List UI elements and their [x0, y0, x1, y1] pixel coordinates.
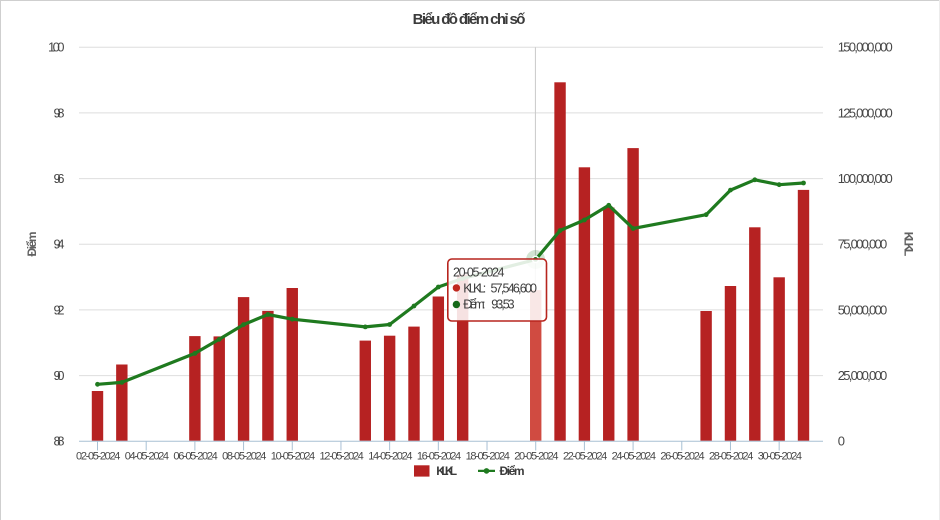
svg-text:94: 94 [54, 237, 65, 252]
svg-text:30-05-2024: 30-05-2024 [758, 451, 802, 463]
svg-text:22-05-2024: 22-05-2024 [563, 451, 607, 463]
svg-text:90: 90 [54, 368, 65, 383]
svg-text:20-05-2024: 20-05-2024 [514, 451, 558, 463]
svg-text:06-05-2024: 06-05-2024 [173, 451, 217, 463]
svg-text:25,000,000: 25,000,000 [838, 368, 888, 383]
svg-text:93,53: 93,53 [491, 298, 514, 312]
svg-text:125,000,000: 125,000,000 [838, 105, 893, 120]
svg-text:KLKL: KLKL [902, 232, 916, 257]
svg-text:Điểm:: Điểm: [463, 298, 485, 312]
svg-text:KLKL:: KLKL: [463, 282, 486, 296]
svg-text:14-05-2024: 14-05-2024 [368, 451, 412, 463]
svg-text:02-05-2024: 02-05-2024 [76, 451, 120, 463]
svg-text:18-05-2024: 18-05-2024 [466, 451, 510, 463]
svg-text:92: 92 [54, 302, 65, 317]
svg-text:26-05-2024: 26-05-2024 [660, 451, 704, 463]
svg-text:Biểu đồ điểm chỉ số: Biểu đồ điểm chỉ số [413, 11, 526, 28]
svg-text:10-05-2024: 10-05-2024 [271, 451, 315, 463]
svg-text:28-05-2024: 28-05-2024 [709, 451, 753, 463]
svg-text:04-05-2024: 04-05-2024 [125, 451, 169, 463]
svg-text:75,000,000: 75,000,000 [838, 237, 888, 252]
svg-text:57,546,600: 57,546,600 [491, 282, 538, 296]
svg-text:12-05-2024: 12-05-2024 [320, 451, 364, 463]
svg-text:88: 88 [54, 434, 65, 449]
svg-text:16-05-2024: 16-05-2024 [417, 451, 461, 463]
svg-text:50,000,000: 50,000,000 [838, 302, 888, 317]
svg-text:KLKL: KLKL [436, 464, 457, 478]
svg-text:Điểm: Điểm [25, 232, 39, 257]
svg-text:24-05-2024: 24-05-2024 [612, 451, 656, 463]
svg-text:0: 0 [838, 434, 845, 449]
svg-text:Điểm: Điểm [500, 464, 525, 478]
svg-text:150,000,000: 150,000,000 [838, 40, 893, 55]
svg-text:100,000,000: 100,000,000 [838, 171, 893, 186]
svg-text:08-05-2024: 08-05-2024 [222, 451, 266, 463]
svg-text:98: 98 [54, 105, 65, 120]
svg-text:96: 96 [54, 171, 65, 186]
svg-text:100: 100 [48, 40, 65, 55]
svg-text:20-05-2024: 20-05-2024 [453, 266, 505, 280]
